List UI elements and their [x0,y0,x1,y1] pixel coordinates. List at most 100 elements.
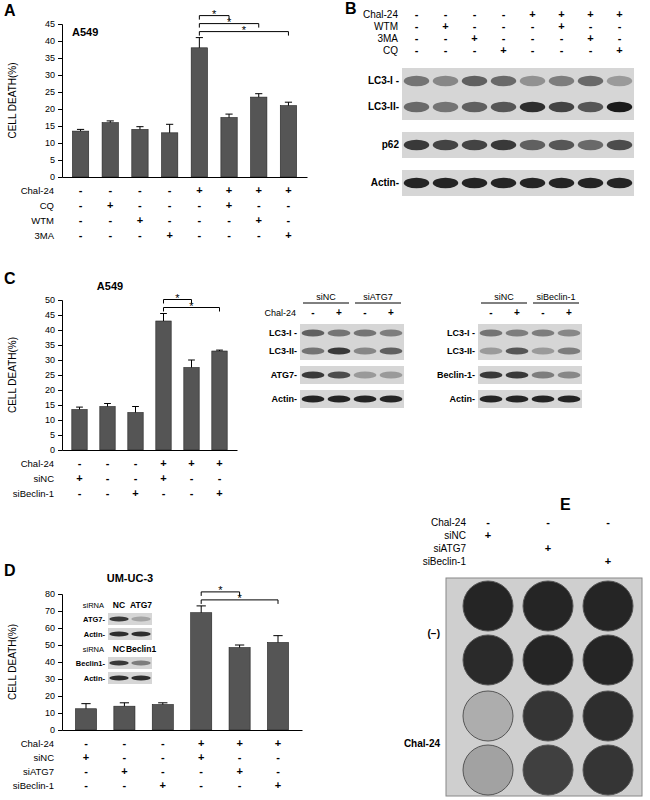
band [302,395,325,402]
group-label: siATG7 [363,292,392,302]
condition-label: siBeclin-1 [13,488,54,499]
colony-plate: EChal-24---siNC+siATG7+siBeclin-1+(−)Cha… [404,496,642,796]
tick-mark [58,594,62,595]
band [109,617,128,622]
band [404,76,430,86]
band [328,329,351,336]
error-line [86,704,87,709]
header-label: siNC [444,530,466,541]
condition-sign: + [236,765,242,777]
bar [221,118,237,178]
band [491,178,517,188]
tick: 35 [45,53,62,63]
band [520,76,546,86]
band [532,329,555,336]
tick-mark [58,126,62,127]
tick-mark [58,177,62,178]
well [463,691,513,741]
condition-sign: - [161,737,165,749]
header-sign: - [531,44,535,56]
header-sign: - [444,8,448,20]
header-sign: - [560,32,564,44]
tick: 10 [45,708,62,718]
header-sign: - [589,44,593,56]
band [491,102,517,112]
header-sign: - [415,8,419,20]
error-line [258,94,259,97]
well [583,691,633,741]
band-label: LC3-II- [269,346,297,356]
tick-label: 35 [45,53,55,63]
band [462,102,488,112]
header-sign: - [502,32,506,44]
condition-sign: - [168,184,172,196]
tick-mark [58,611,62,612]
error-bar [225,114,232,117]
y-axis: 051015202530354045 [45,19,63,182]
axis-title: CELL DEATH(%) [7,337,18,413]
error-line [191,360,192,368]
axis-line [58,595,63,731]
header-sign: - [489,307,492,318]
tick-label: 30 [45,674,55,684]
western-blot: BChal-24----++++WTM-+---+--3MA--+---+-CQ… [345,0,634,196]
bar [72,131,88,177]
chart-title: A549 [72,26,98,38]
error-bar [76,407,83,409]
band [302,371,325,378]
condition-sign: - [84,779,88,791]
tick-mark [58,420,62,421]
error-bar [77,129,84,131]
header-sign: - [560,44,564,56]
panel-letter: C [4,270,16,287]
band [549,102,575,112]
group-label: siNC [494,292,514,302]
band-label: Actin- [272,394,298,404]
group-label: siBeclin-1 [536,292,575,302]
row-label: (−) [428,628,441,639]
condition-sign: - [287,214,291,226]
header-sign: - [444,32,448,44]
header-sign: + [485,529,491,541]
band [109,661,128,666]
header-sign: + [616,44,622,56]
band [558,395,581,402]
blot-strip [108,613,152,625]
panel-letter: D [4,562,16,579]
tick: 40 [45,325,62,335]
band [549,76,575,86]
condition-sign: - [199,779,203,791]
tick-mark [58,345,62,346]
header-sign: - [541,307,544,318]
band [578,140,604,150]
bar [184,368,199,451]
condition-sign: - [108,214,112,226]
bar [267,642,288,730]
tick: 5 [50,155,62,165]
band-label: Beclin-1- [437,370,475,380]
band [480,395,503,402]
header-sign: + [529,8,535,20]
header-label: siATG7 [433,543,466,554]
header-sign: + [558,20,564,32]
blot-strip [478,324,582,360]
band [328,395,351,402]
bar [156,321,171,450]
error-cap [273,635,282,636]
condition-label: siBeclin-1 [13,780,54,791]
blot-strip [300,390,404,408]
header-label: WTM [374,21,398,32]
band [462,178,488,188]
condition-label: siATG7 [23,766,54,777]
error-bar [188,360,195,368]
band [433,102,459,112]
band [491,76,517,86]
condition-sign: + [256,214,262,226]
tick: 45 [45,19,62,29]
tick-mark [58,679,62,680]
western-blot: siRNANCBeclin1Beclin1-Actin- [76,644,157,684]
blot-strip [478,366,582,384]
tick: 15 [45,400,62,410]
plate-frame [446,578,642,796]
band [558,329,581,336]
